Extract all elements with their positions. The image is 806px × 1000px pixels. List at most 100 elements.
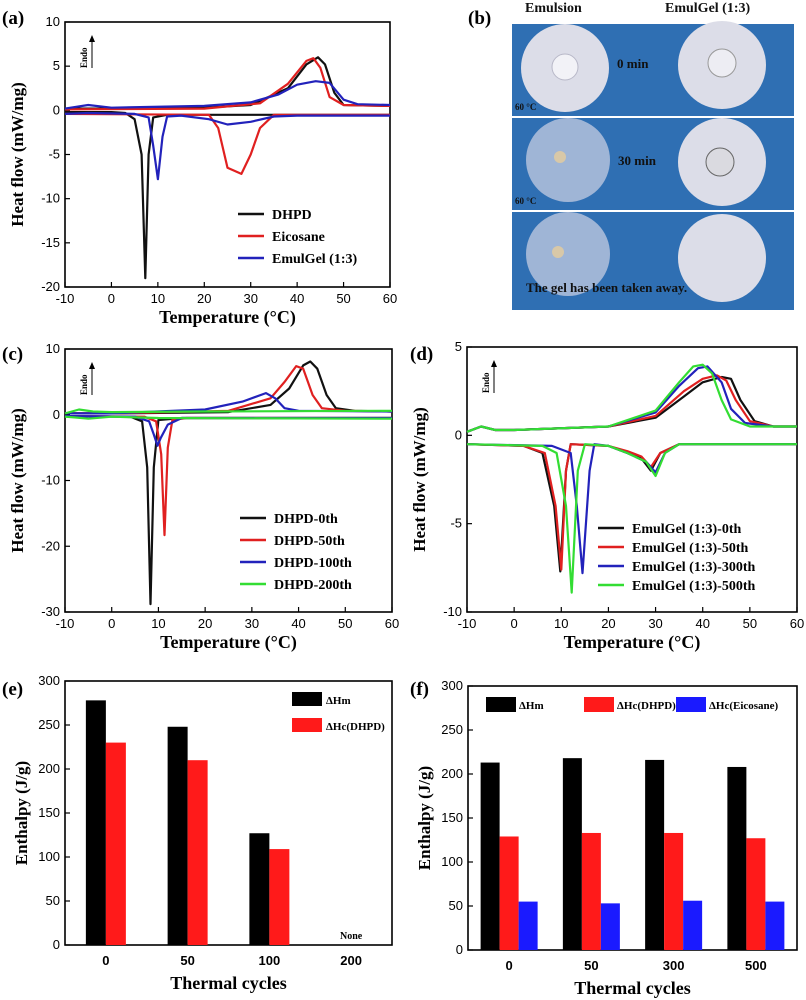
emulgel-disc-removed: [678, 214, 766, 302]
legend-swatch-f-0: [486, 697, 516, 712]
emulgel-sample-30min: [705, 147, 735, 177]
y-tick-label-f: 300: [441, 678, 463, 693]
x-tick-label-f: 0: [506, 958, 513, 973]
y-tick-label-d: 0: [455, 427, 462, 442]
x-tick-label-d: 60: [790, 616, 804, 631]
bar-f-0-3: [727, 766, 747, 950]
y-tick-label-f: 0: [456, 942, 463, 957]
y-tick-label-a: -10: [41, 191, 60, 206]
x-tick-label-d: 0: [511, 616, 518, 631]
bar-f-0-0: [480, 762, 500, 950]
y-tick-label-d: -5: [450, 516, 462, 531]
y-tick-label-a: 5: [53, 58, 60, 73]
legend-label-c-2: DHPD-100th: [274, 556, 352, 571]
y-tick-label-e: 50: [46, 893, 60, 908]
x-tick-label-a: 40: [290, 291, 304, 306]
legend-label-a-0: DHPD: [272, 208, 312, 223]
temp-label-row2: 60 °C: [515, 196, 536, 206]
chart-e: 0 50 100 150 200 250 300 0 50 100 200 None Thermal c…: [12, 673, 393, 993]
series-d-3-cooling: [466, 443, 797, 594]
y-tick-label-f: 250: [441, 722, 463, 737]
bar-f-0-2: [645, 759, 665, 950]
x-tick-label-e: 50: [180, 953, 194, 968]
series-c-1-heating: [65, 365, 393, 415]
bar-f-2-3: [765, 901, 785, 950]
panel-label-d: (d): [410, 344, 433, 365]
x-tick-label-a: 0: [108, 291, 115, 306]
series-a-1-heating: [64, 57, 391, 111]
x-axis-title-e: Thermal cycles: [170, 973, 286, 993]
photo-panel: Emulsion EmulGel (1:3) 0 min 60 °C 30 mi…: [512, 1, 794, 310]
x-tick-label-a: 50: [336, 291, 350, 306]
chart-c: -10 0 10 20 30 40 50 60 10 0 -10 -20 -30 Temperature …: [8, 341, 399, 653]
x-tick-label-c: 50: [338, 616, 352, 631]
bar-e-1-2: [269, 849, 290, 945]
series-d-3-heating: [466, 363, 797, 433]
y-axis-title-a: Heat flow (mW/mg): [8, 82, 27, 226]
legend-label-f-0: ΔHm: [519, 700, 544, 712]
legend-swatch-f-2: [676, 697, 706, 712]
bar-f-2-1: [600, 903, 620, 950]
y-tick-label-a: 0: [53, 102, 60, 117]
y-tick-label-c: 0: [53, 407, 60, 422]
legend-label-d-3: EmulGel (1:3)-500th: [632, 579, 755, 594]
x-tick-label-c: 40: [291, 616, 305, 631]
endo-arrowhead-d: [491, 360, 497, 367]
y-tick-label-e: 100: [38, 849, 60, 864]
plot-frame-d: [466, 346, 798, 613]
series-c-1-cooling: [64, 415, 392, 537]
bar-e-1-1: [187, 760, 208, 945]
x-tick-label-e: 0: [102, 953, 109, 968]
bar-f-0-1: [562, 758, 582, 950]
legend-label-c-0: DHPD-0th: [274, 512, 338, 527]
legend-swatch-f-1: [584, 697, 614, 712]
y-tick-label-a: 10: [46, 14, 60, 29]
legend-label-c-1: DHPD-50th: [274, 534, 345, 549]
x-tick-label-d: 30: [648, 616, 662, 631]
panel-label-f: (f): [410, 679, 429, 700]
bar-f-1-3: [746, 838, 766, 950]
plot-frame-a: [64, 21, 391, 288]
y-tick-label-e: 0: [53, 937, 60, 952]
x-tick-label-e: 100: [259, 953, 281, 968]
endo-arrowhead-c: [89, 362, 95, 369]
y-tick-label-f: 200: [441, 766, 463, 781]
legend-swatch-e-0: [292, 692, 322, 706]
y-tick-label-d: 5: [455, 339, 462, 354]
legend-label-d-0: EmulGel (1:3)-0th: [632, 522, 741, 537]
y-axis-title-d: Heat flow (mW/mg): [410, 407, 429, 551]
y-axis-title-c: Heat flow (mW/mg): [8, 408, 27, 552]
bar-e-0-2: [249, 833, 270, 945]
y-tick-label-a: -20: [41, 279, 60, 294]
x-tick-label-a: 20: [197, 291, 211, 306]
series-c-2-cooling: [64, 415, 392, 447]
x-tick-label-d: 20: [601, 616, 615, 631]
x-axis-title-d: Temperature (°C): [564, 632, 701, 653]
series-c-3-cooling: [64, 415, 393, 420]
y-axis-title-e: Enthalpy (J/g): [12, 761, 31, 865]
chart-f: 0 50 100 150 200 250 300 0 50 300 500 Thermal cycle…: [415, 678, 798, 998]
bar-e-0-0: [85, 700, 106, 945]
y-tick-label-f: 50: [449, 898, 463, 913]
x-axis-title-c: Temperature (°C): [160, 632, 297, 653]
x-tick-label-e: 200: [340, 953, 362, 968]
series-a-1-cooling: [64, 112, 390, 175]
series-c-0-cooling: [64, 415, 392, 606]
endo-arrowhead-a: [89, 35, 95, 42]
legend-label-c-3: DHPD-200th: [274, 578, 352, 593]
time-0min: 0 min: [617, 56, 649, 71]
x-tick-label-d: -10: [458, 616, 477, 631]
x-tick-label-c: 0: [108, 616, 115, 631]
emulsion-residue-removed: [552, 246, 564, 258]
x-tick-label-a: 60: [383, 291, 397, 306]
y-tick-label-a: -5: [48, 147, 60, 162]
plot-frame-c: [64, 348, 393, 613]
annotation-none: None: [340, 931, 363, 942]
x-tick-label-a: -10: [56, 291, 75, 306]
bar-f-1-1: [581, 832, 601, 950]
bar-f-2-2: [683, 900, 703, 950]
x-tick-label-a: 30: [243, 291, 257, 306]
photo-caption: The gel has been taken away.: [526, 280, 687, 295]
y-tick-label-e: 200: [38, 761, 60, 776]
y-tick-label-a: -15: [41, 235, 60, 250]
